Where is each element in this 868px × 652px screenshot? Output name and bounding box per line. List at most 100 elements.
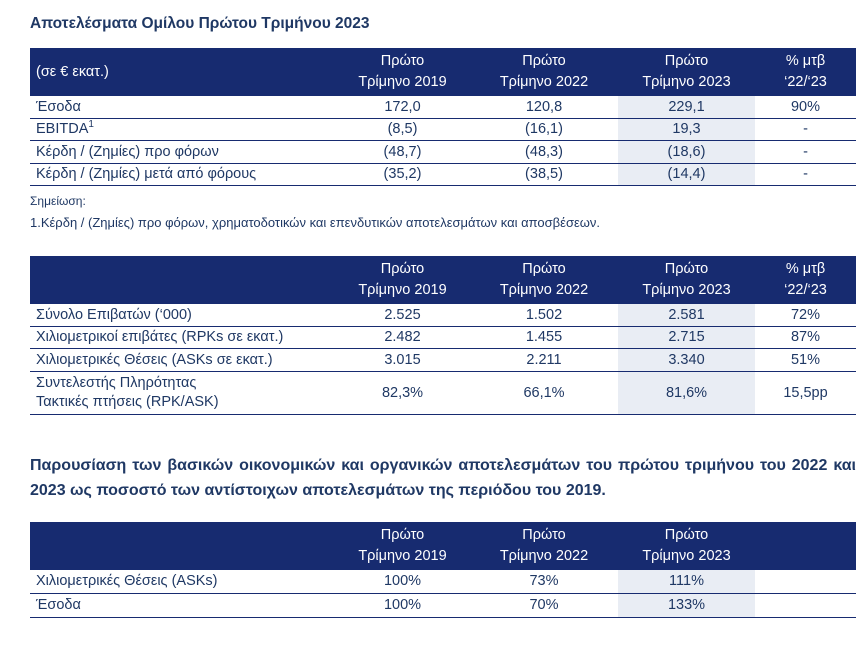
row-label: EBITDA1 [30,118,335,141]
row-label: Χιλιομετρικοί επιβάτες (RPKs σε εκατ.) [30,326,335,349]
value-2023: 229,1 [618,96,755,119]
header-line: Τρίμηνο 2023 [642,282,731,298]
value-pct: - [755,140,856,164]
header-line: % μτβ [785,53,826,69]
value-2022: 1.455 [470,326,618,349]
value-2022: (48,3) [470,140,618,164]
header-line: Πρώτο [522,526,566,543]
row-label-line: Τακτικές πτήσεις (RPK/ASK) [36,393,219,410]
header-line: Πρώτο [522,53,566,69]
value-2022: (16,1) [470,118,618,141]
table-row-asks-pct: Χιλιομετρικές Θέσεις (ASKs) 100% 73% 111… [30,569,856,594]
header-pct-change: % μτβ ‘22/‘23 [755,256,856,304]
header-empty [30,521,335,570]
value-2023: (18,6) [618,140,755,164]
row-label: Συντελεστής Πληρότητας Τακτικές πτήσεις … [30,371,335,415]
header-line: ‘22/‘23 [784,282,827,298]
table-row-asks: Χιλιομετρικές Θέσεις (ASKs σε εκατ.) 3.0… [30,348,856,372]
comparison-paragraph: Παρουσίαση των βασικών οικονομικών και ο… [30,456,856,499]
header-row: Πρώτο Τρίμηνο 2019 Πρώτο Τρίμηνο 2022 Πρ… [30,521,856,570]
header-q1-2022: Πρώτο Τρίμηνο 2022 [470,48,618,96]
row-label: Έσοδα [30,96,335,119]
table-row-pretax: Κέρδη / (Ζημίες) προ φόρων (48,7) (48,3)… [30,140,856,164]
header-line: Πρώτο [380,53,425,69]
table-row-load-factor: Συντελεστής Πληρότητας Τακτικές πτήσεις … [30,371,856,415]
header-line: Τρίμηνο 2019 [358,547,447,564]
financial-results-table: (σε € εκατ.) Πρώτο Τρίμηνο 2019 Πρώτο Τρ… [30,48,856,186]
value-pct: 90% [755,96,856,119]
value-2022: 70% [470,593,618,618]
value-2019: 3.015 [335,348,470,372]
value-2019: 2.482 [335,326,470,349]
header-line: Τρίμηνο 2023 [642,547,731,564]
footnote-marker: 1 [88,119,94,131]
header-line: % μτβ [785,261,826,277]
header-line: Πρώτο [664,261,709,277]
header-empty [755,521,856,570]
value-2019: 172,0 [335,96,470,119]
value-2019: 100% [335,569,470,594]
header-row: (σε € εκατ.) Πρώτο Τρίμηνο 2019 Πρώτο Τρ… [30,48,856,96]
value-2023: 19,3 [618,118,755,141]
table-row-rpks: Χιλιομετρικοί επιβάτες (RPKs σε εκατ.) 2… [30,326,856,349]
value-2023: 2.715 [618,326,755,349]
note-heading: Σημείωση: [30,194,86,208]
header-units: (σε € εκατ.) [30,48,335,96]
value-pct: - [755,118,856,141]
table-row-revenue: Έσοδα 172,0 120,8 229,1 90% [30,96,856,119]
value-2022: 120,8 [470,96,618,119]
row-label: Κέρδη / (Ζημίες) προ φόρων [30,140,335,164]
header-line: Πρώτο [664,526,709,543]
row-label: Κέρδη / (Ζημίες) μετά από φόρους [30,163,335,186]
value-2022: (38,5) [470,163,618,186]
header-q1-2023: Πρώτο Τρίμηνο 2023 [618,521,755,570]
value-2019: 82,3% [335,371,470,415]
header-line: Τρίμηνο 2019 [358,282,447,298]
header-q1-2019: Πρώτο Τρίμηνο 2019 [335,256,470,304]
value-2019: (35,2) [335,163,470,186]
header-line: Πρώτο [380,261,425,277]
header-pct-change: % μτβ ‘22/‘23 [755,48,856,96]
header-line: Τρίμηνο 2022 [499,547,589,564]
header-q1-2019: Πρώτο Τρίμηνο 2019 [335,48,470,96]
empty-cell [755,593,856,618]
header-line: Τρίμηνο 2022 [499,282,589,298]
row-label: Χιλιομετρικές Θέσεις (ASKs σε εκατ.) [30,348,335,372]
empty-cell [755,569,856,594]
value-2022: 1.502 [470,304,618,327]
table-row-revenue-pct: Έσοδα 100% 70% 133% [30,593,856,618]
value-2022: 66,1% [470,371,618,415]
value-pct: 72% [755,304,856,327]
header-row: Πρώτο Τρίμηνο 2019 Πρώτο Τρίμηνο 2022 Πρ… [30,256,856,304]
table-row-aftertax: Κέρδη / (Ζημίες) μετά από φόρους (35,2) … [30,163,856,186]
header-line: Τρίμηνο 2022 [499,74,589,90]
ebitda-label: EBITDA [36,121,89,138]
value-2023: (14,4) [618,163,755,186]
header-q1-2022: Πρώτο Τρίμηνο 2022 [470,521,618,570]
header-q1-2023: Πρώτο Τρίμηνο 2023 [618,48,755,96]
header-line: Τρίμηνο 2023 [642,74,731,90]
header-line: Τρίμηνο 2019 [358,74,447,90]
table-row-ebitda: EBITDA1 (8,5) (16,1) 19,3 - [30,118,856,141]
table-row-passengers: Σύνολο Επιβατών (‘000) 2.525 1.502 2.581… [30,304,856,327]
row-label: Σύνολο Επιβατών (‘000) [30,304,335,327]
header-empty [30,256,335,304]
row-label: Έσοδα [30,593,335,618]
note-text: 1.Κέρδη / (Ζημίες) προ φόρων, χρηματοδοτ… [30,215,601,230]
header-line: ‘22/‘23 [784,74,827,90]
value-2023: 3.340 [618,348,755,372]
row-label-line: Συντελεστής Πληρότητας [36,374,197,391]
value-2022: 2.211 [470,348,618,372]
value-pct: 15,5pp [755,371,856,415]
value-2019: 100% [335,593,470,618]
header-q1-2019: Πρώτο Τρίμηνο 2019 [335,521,470,570]
value-2023: 81,6% [618,371,755,415]
header-line: Πρώτο [522,261,566,277]
header-line: Πρώτο [664,53,709,69]
value-2019: 2.525 [335,304,470,327]
header-line: Πρώτο [380,526,425,543]
header-q1-2022: Πρώτο Τρίμηνο 2022 [470,256,618,304]
header-q1-2023: Πρώτο Τρίμηνο 2023 [618,256,755,304]
value-2022: 73% [470,569,618,594]
